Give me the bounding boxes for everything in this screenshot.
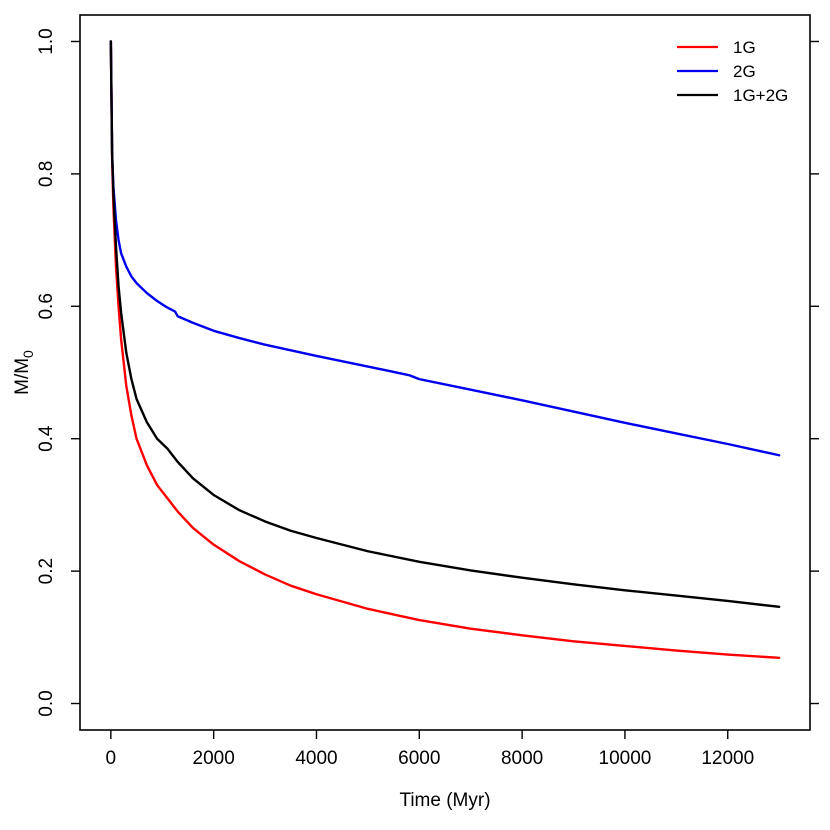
y-tick-label: 0.4 — [36, 425, 57, 452]
y-tick-label: 0.0 — [36, 690, 57, 716]
y-axis-title: M/M0 — [12, 350, 36, 395]
x-tick-label: 4000 — [295, 748, 337, 769]
x-tick-label: 12000 — [701, 748, 754, 769]
x-tick-label: 10000 — [599, 748, 652, 769]
x-tick-label: 6000 — [398, 748, 440, 769]
x-tick-label: 0 — [106, 748, 117, 769]
y-tick-label: 0.6 — [36, 293, 57, 319]
y-tick-label: 0.2 — [36, 558, 57, 584]
series-layer — [109, 40, 781, 660]
series-line-2g — [109, 40, 781, 457]
x-tick-label: 8000 — [501, 748, 543, 769]
y-axis-title-main: M/M — [12, 358, 33, 395]
plot-frame — [79, 14, 811, 731]
y-axis-title-subscript: 0 — [20, 350, 36, 358]
legend-label: 1G+2G — [733, 86, 788, 105]
y-tick-label: 1.0 — [36, 28, 57, 54]
series-line-1g — [109, 40, 781, 660]
y-axis: 0.0 0.2 0.4 0.6 0.8 1.0 — [36, 28, 819, 717]
x-tick-label: 2000 — [193, 748, 235, 769]
legend-label: 2G — [733, 62, 756, 81]
x-axis: 0 2000 4000 6000 8000 10000 12000 — [106, 730, 754, 769]
legend-label: 1G — [733, 38, 756, 57]
y-tick-label: 0.8 — [36, 161, 57, 187]
series-line-1g-2g — [109, 40, 781, 609]
legend: 1G 2G 1G+2G — [677, 38, 788, 105]
x-axis-title: Time (Myr) — [399, 790, 490, 811]
